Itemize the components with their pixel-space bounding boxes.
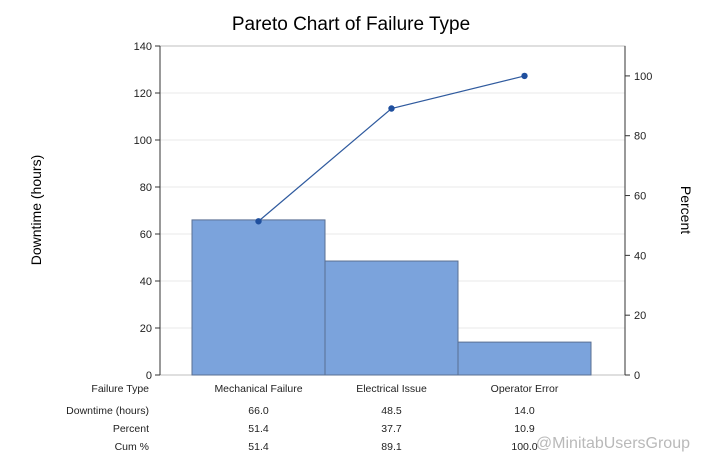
- table-row-label: Percent: [113, 423, 149, 435]
- table-cell: Mechanical Failure: [214, 383, 302, 395]
- y2-tick-label: 100: [634, 71, 652, 83]
- y2-tick-label: 60: [634, 191, 646, 203]
- table-row-label: Downtime (hours): [66, 405, 149, 417]
- table-row-label: Cum %: [115, 441, 149, 453]
- y-tick-label: 100: [134, 135, 152, 147]
- bar: [191, 219, 326, 376]
- y-tick-label: 0: [146, 370, 152, 382]
- y2-axis-label: Percent: [678, 186, 694, 234]
- table-cell: 51.4: [248, 423, 269, 435]
- y-tick-label: 60: [140, 229, 152, 241]
- chart-title: Pareto Chart of Failure Type: [232, 14, 470, 35]
- table-cell: 51.4: [248, 441, 269, 453]
- table-cell: Operator Error: [491, 383, 559, 395]
- cumulative-percent-line: [258, 75, 525, 222]
- cumulative-point: [255, 218, 262, 225]
- y-axis-label: Downtime (hours): [28, 155, 44, 265]
- y2-tick-label: 0: [634, 370, 640, 382]
- table-cell: 100.0: [511, 441, 537, 453]
- cumulative-point: [388, 105, 395, 112]
- y2-tick-label: 20: [634, 310, 646, 322]
- table-cell: 89.1: [381, 441, 402, 453]
- table-cell: 14.0: [514, 405, 535, 417]
- table-cell: 10.9: [514, 423, 535, 435]
- table-cell: 37.7: [381, 423, 402, 435]
- y-ticks-right: 0 20 40 60 80 100: [625, 71, 652, 382]
- cumulative-point: [521, 72, 528, 80]
- y-tick-label: 20: [140, 323, 152, 335]
- y-ticks-left: 0 20 40 60 80 100 120 140: [134, 41, 160, 382]
- table-row-label: Failure Type: [91, 383, 149, 395]
- bar: [457, 341, 592, 376]
- pareto-table: Failure Type Downtime (hours) Percent Cum %…: [66, 383, 559, 453]
- watermark: @MinitabUsersGroup: [536, 435, 690, 452]
- y-tick-label: 40: [140, 276, 152, 288]
- bars: [191, 219, 592, 376]
- bar: [324, 260, 459, 376]
- table-cell: 48.5: [381, 405, 402, 417]
- y-tick-label: 140: [134, 41, 152, 53]
- y-tick-label: 120: [134, 88, 152, 100]
- table-cell: 66.0: [248, 405, 269, 417]
- y2-tick-label: 80: [634, 131, 646, 143]
- y-tick-label: 80: [140, 182, 152, 194]
- cumulative-line: [255, 72, 528, 225]
- y2-tick-label: 40: [634, 250, 646, 262]
- table-cell: Electrical Issue: [356, 383, 427, 395]
